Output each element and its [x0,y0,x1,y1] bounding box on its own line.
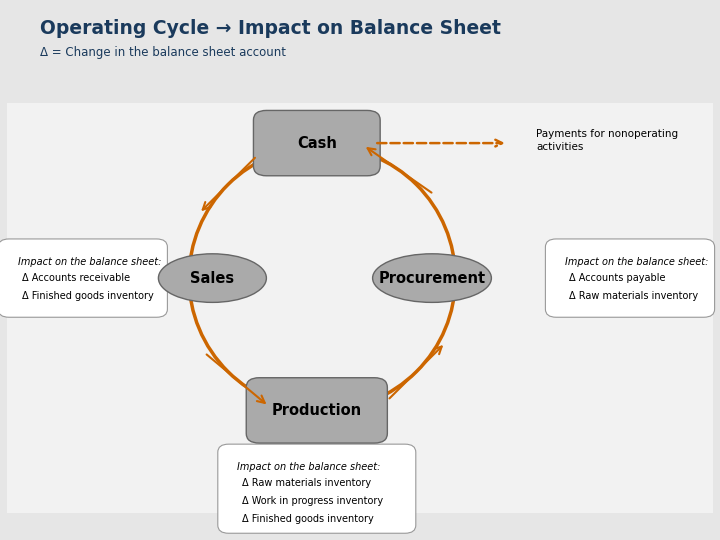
Text: Sales: Sales [190,271,235,286]
FancyBboxPatch shape [253,111,380,176]
Text: Δ Accounts receivable: Δ Accounts receivable [22,273,130,283]
Ellipse shape [373,254,492,302]
Text: Procurement: Procurement [379,271,485,286]
FancyBboxPatch shape [246,378,387,443]
FancyBboxPatch shape [0,239,167,317]
Text: Δ Raw materials inventory: Δ Raw materials inventory [569,291,698,301]
Text: Payments for nonoperating
activities: Payments for nonoperating activities [536,129,678,152]
Text: Δ Raw materials inventory: Δ Raw materials inventory [242,478,371,488]
Text: Impact on the balance sheet:: Impact on the balance sheet: [18,257,161,267]
FancyBboxPatch shape [546,239,714,317]
Text: Δ Finished goods inventory: Δ Finished goods inventory [242,514,373,524]
FancyBboxPatch shape [217,444,416,534]
Text: Cash: Cash [297,136,337,151]
Text: Production: Production [271,403,362,418]
Text: Operating Cycle → Impact on Balance Sheet: Operating Cycle → Impact on Balance Shee… [40,19,500,38]
Text: Δ Work in progress inventory: Δ Work in progress inventory [242,496,383,506]
FancyBboxPatch shape [7,103,713,513]
Text: Δ = Change in the balance sheet account: Δ = Change in the balance sheet account [40,46,286,59]
Text: Δ Finished goods inventory: Δ Finished goods inventory [22,291,153,301]
Ellipse shape [158,254,266,302]
Text: Impact on the balance sheet:: Impact on the balance sheet: [565,257,708,267]
Text: Impact on the balance sheet:: Impact on the balance sheet: [238,462,381,472]
FancyBboxPatch shape [0,0,720,92]
Text: Δ Accounts payable: Δ Accounts payable [569,273,666,283]
